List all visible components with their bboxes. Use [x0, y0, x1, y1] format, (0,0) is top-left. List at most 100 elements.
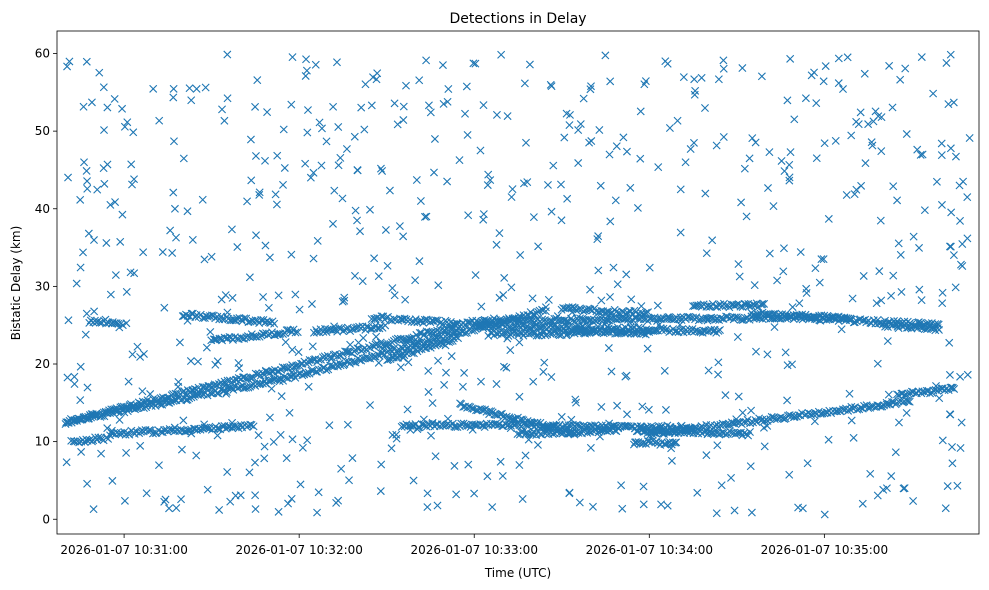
data-point [567, 314, 576, 323]
data-point [319, 363, 328, 372]
data-point [690, 75, 699, 84]
data-point [83, 184, 92, 193]
data-point [243, 197, 252, 206]
data-point [62, 458, 71, 467]
data-point [309, 254, 318, 263]
y-axis-label: Bistatic Delay (km) [9, 226, 23, 341]
data-point [885, 61, 894, 70]
data-point [769, 202, 778, 211]
data-point [313, 508, 322, 517]
data-point [258, 329, 267, 338]
chart-title: Detections in Delay [449, 11, 586, 27]
data-point [703, 316, 712, 325]
data-point [847, 131, 856, 140]
data-point [860, 401, 869, 410]
data-point [633, 203, 642, 212]
data-point [464, 211, 473, 220]
data-point [904, 397, 913, 406]
data-point [139, 349, 148, 358]
data-point [260, 442, 269, 451]
data-point [128, 180, 136, 189]
data-point [815, 278, 824, 287]
data-point [734, 260, 743, 269]
data-point [514, 314, 523, 323]
data-point [663, 59, 672, 68]
data-point [282, 326, 291, 335]
data-point [847, 416, 856, 425]
data-point [398, 315, 407, 324]
data-point [430, 134, 439, 143]
data-point [857, 181, 866, 190]
data-point [834, 54, 843, 63]
data-point [274, 507, 283, 516]
data-point [593, 235, 602, 244]
data-point [122, 287, 131, 296]
data-point [97, 411, 106, 420]
data-point [546, 321, 555, 330]
data-point [958, 240, 967, 248]
data-point [282, 454, 291, 463]
data-point [90, 307, 99, 316]
data-point [225, 422, 234, 431]
data-point [101, 315, 110, 324]
data-point [503, 112, 512, 121]
data-point [270, 319, 279, 328]
data-point [206, 327, 215, 336]
data-point [812, 99, 821, 108]
data-point [595, 126, 604, 135]
data-point [956, 443, 965, 452]
data-point [877, 296, 886, 305]
data-point [447, 352, 456, 361]
data-point [367, 101, 376, 110]
data-point [948, 443, 956, 452]
data-point [303, 436, 312, 445]
data-point [721, 430, 730, 439]
data-point [790, 115, 799, 124]
plot-frame [56, 30, 980, 535]
data-point [904, 389, 913, 398]
data-point [915, 285, 924, 294]
data-point [358, 277, 367, 286]
data-point [327, 355, 336, 364]
data-point [691, 86, 700, 95]
data-point [251, 458, 260, 467]
data-point [456, 422, 465, 431]
data-point [111, 271, 120, 280]
data-point [335, 359, 344, 368]
data-point [124, 377, 133, 386]
data-point [900, 484, 909, 493]
data-point [399, 116, 408, 125]
data-point [185, 84, 194, 93]
data-point [956, 260, 965, 269]
data-point [796, 248, 805, 257]
data-point [154, 461, 163, 470]
data-point [528, 294, 537, 303]
data-point [207, 252, 216, 261]
data-point [279, 125, 288, 134]
data-point [115, 429, 124, 438]
data-point [436, 338, 445, 347]
data-point [249, 373, 258, 382]
data-point [525, 60, 534, 69]
data-point [82, 57, 91, 66]
data-point [660, 366, 669, 375]
data-point [138, 387, 147, 396]
data-point [390, 291, 399, 300]
data-point [504, 331, 513, 340]
data-point [715, 325, 724, 334]
data-point [423, 503, 432, 512]
data-point [864, 120, 873, 129]
data-point [747, 406, 756, 415]
data-point [740, 164, 749, 173]
data-point [202, 343, 211, 352]
data-point [547, 422, 555, 431]
data-point [390, 99, 399, 108]
data-point [714, 75, 723, 84]
data-point [179, 154, 188, 163]
data-point [681, 158, 690, 167]
data-point [469, 59, 478, 68]
data-point [79, 248, 88, 257]
data-point [574, 159, 583, 168]
data-point [495, 229, 504, 238]
